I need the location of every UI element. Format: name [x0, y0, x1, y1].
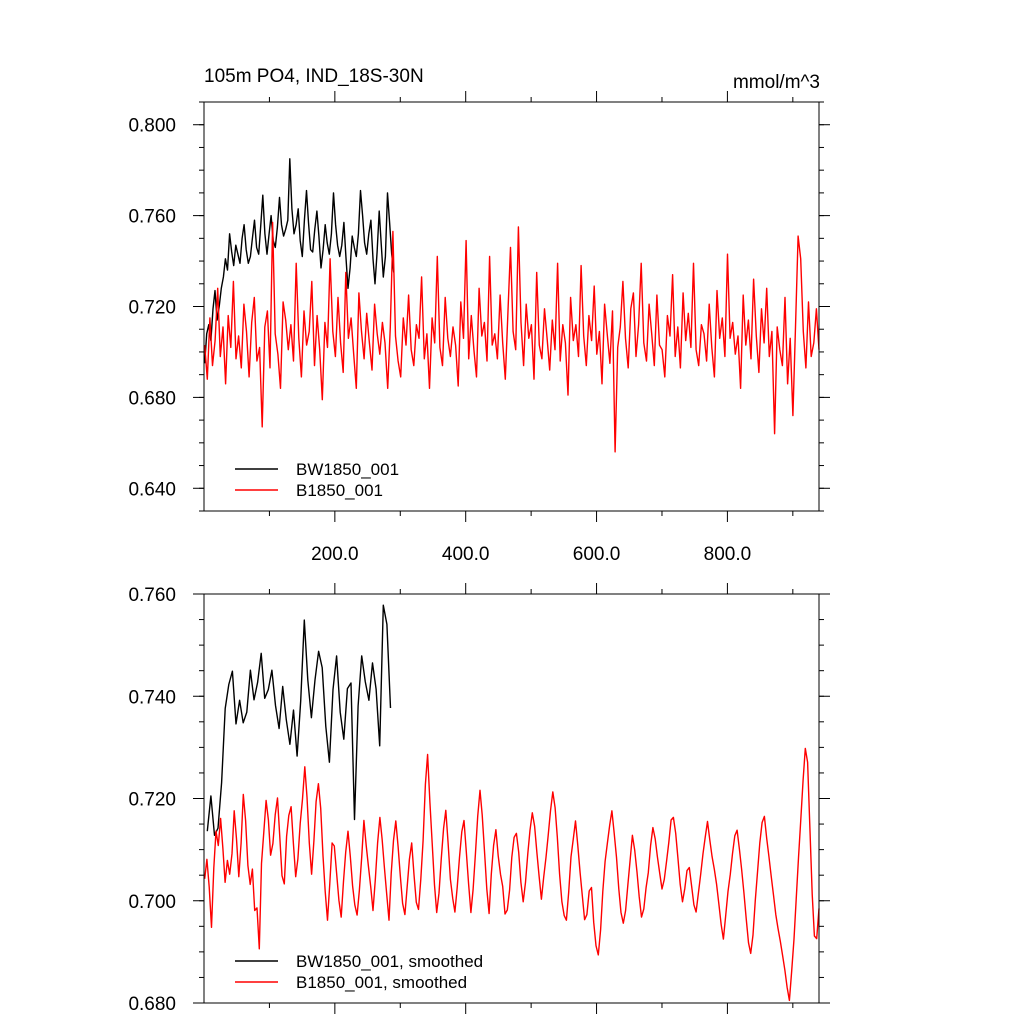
- y-tick-label: 0.760: [128, 207, 176, 228]
- legend-label-b1850: B1850_001: [296, 481, 383, 500]
- legend-label-b1850-smoothed: B1850_001, smoothed: [296, 973, 467, 992]
- bottom-panel-ticks: 0.680 0.700 0.720 0.740 0.760: [128, 583, 830, 1015]
- x-tick-label: 400.0: [442, 544, 490, 565]
- bottom-panel-series: [204, 604, 820, 1002]
- top-panel-title: 105m PO4, IND_18S-30N: [204, 66, 424, 87]
- top-panel-units: mmol/m^3: [733, 72, 820, 93]
- bottom-panel-frame: [203, 593, 820, 1004]
- series-line-bw1850-001-smoothed: [206, 604, 392, 836]
- y-tick-label: 0.680: [128, 388, 176, 409]
- x-tick-label: 200.0: [311, 544, 359, 565]
- y-tick-label: 0.640: [128, 479, 176, 500]
- top-panel: 105m PO4, IND_18S-30N mmol/m^3 0.640 0.68…: [128, 66, 830, 565]
- top-panel-series: [204, 158, 820, 453]
- series-line-b1850-001-smoothed: [204, 747, 820, 1002]
- y-tick-label: 0.680: [128, 994, 176, 1015]
- top-panel-legend: BW1850_001 B1850_001: [235, 460, 399, 500]
- y-tick-label: 0.800: [128, 116, 176, 137]
- top-panel-frame: [203, 101, 820, 512]
- y-tick-label: 0.760: [128, 585, 176, 606]
- bottom-panel-legend: BW1850_001, smoothed B1850_001, smoothed: [235, 952, 483, 992]
- bottom-panel: 0.680 0.700 0.720 0.740 0.760 BW1850_001, sm…: [128, 583, 830, 1015]
- top-panel-ticks: 0.640 0.680 0.720 0.760 0.800 200.0 400.0 600.0…: [128, 91, 830, 565]
- y-tick-label: 0.720: [128, 790, 176, 811]
- y-tick-label: 0.700: [128, 892, 176, 913]
- x-tick-label: 600.0: [573, 544, 621, 565]
- y-tick-label: 0.740: [128, 687, 176, 708]
- x-tick-label: 800.0: [704, 544, 752, 565]
- legend-label-bw1850: BW1850_001: [296, 460, 399, 479]
- legend-label-bw1850-smoothed: BW1850_001, smoothed: [296, 952, 483, 971]
- series-line-b1850-001: [204, 221, 820, 453]
- series-line-bw1850-001: [204, 158, 395, 364]
- y-tick-label: 0.720: [128, 298, 176, 319]
